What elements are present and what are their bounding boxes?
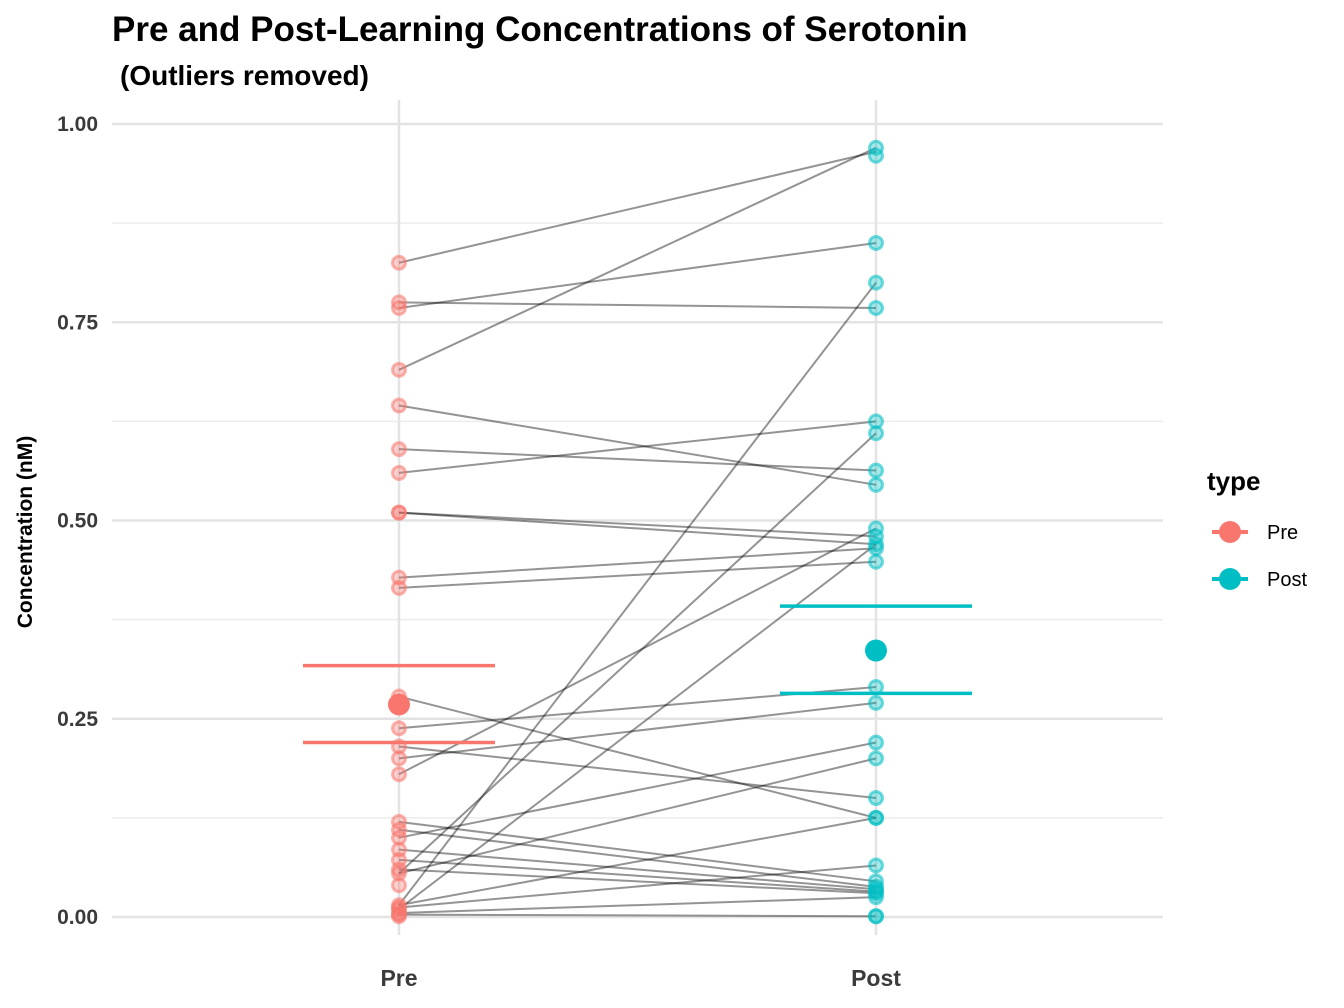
legend-label-post: Post xyxy=(1267,569,1307,591)
pair-line xyxy=(398,404,877,486)
pair-line xyxy=(398,543,877,910)
data-point-pre xyxy=(391,441,407,458)
pair-line xyxy=(398,560,877,589)
legend-key-point-pre xyxy=(1219,521,1241,543)
pair-line xyxy=(398,146,877,371)
pair-line xyxy=(398,820,877,883)
grid-lines xyxy=(112,100,1163,935)
data-point-pre xyxy=(391,720,407,737)
pair-line xyxy=(398,448,877,472)
data-point-pre xyxy=(391,766,407,783)
paired-lines xyxy=(398,146,877,918)
pair-line xyxy=(398,868,877,895)
mean-point-pre xyxy=(388,693,410,716)
x-tick-label: Pre xyxy=(380,965,417,991)
data-point-post xyxy=(868,908,884,925)
y-tick-label: 0.50 xyxy=(57,510,98,533)
data-point-post xyxy=(868,147,884,164)
data-point-post xyxy=(868,889,884,906)
data-point-pre xyxy=(391,504,407,521)
summary-marks xyxy=(303,604,972,745)
data-point-pre xyxy=(391,877,407,894)
y-axis-ticks: 0.00 0.25 0.50 0.75 1.00 xyxy=(57,113,98,929)
x-tick-label: Post xyxy=(851,965,901,991)
pair-line xyxy=(398,745,877,800)
legend-key-point-post xyxy=(1219,568,1241,590)
legend-label-pre: Pre xyxy=(1267,522,1298,544)
pair-line xyxy=(398,527,877,776)
data-point-pre xyxy=(391,361,407,378)
pair-line xyxy=(398,432,877,875)
data-point-post xyxy=(868,553,884,570)
mean-point-post xyxy=(865,639,887,662)
data-point-post xyxy=(868,540,884,557)
data-point-post xyxy=(868,809,884,826)
chart-title: Pre and Post-Learning Concentrations of … xyxy=(112,10,968,49)
data-point-post xyxy=(868,790,884,807)
pair-line xyxy=(398,241,877,309)
x-axis-ticks: Pre Post xyxy=(380,965,901,991)
data-point-pre xyxy=(391,254,407,271)
data-point-pre xyxy=(391,750,407,767)
data-point-pre xyxy=(391,908,407,925)
pair-line xyxy=(398,896,877,915)
chart-subtitle: (Outliers removed) xyxy=(120,60,369,91)
data-point-post xyxy=(868,274,884,291)
pair-line xyxy=(398,741,877,839)
pair-line xyxy=(398,757,877,875)
data-point-post xyxy=(868,734,884,751)
pair-line xyxy=(398,150,877,264)
pair-line xyxy=(398,511,877,538)
data-point-post xyxy=(868,694,884,711)
data-point-pre xyxy=(391,299,407,316)
pair-line xyxy=(398,511,877,546)
pair-line xyxy=(398,858,877,893)
data-point-post xyxy=(868,476,884,493)
y-tick-label: 1.00 xyxy=(57,113,98,136)
y-tick-label: 0.00 xyxy=(57,906,98,929)
data-point-pre xyxy=(391,464,407,481)
pair-line xyxy=(398,301,877,309)
legend-title: type xyxy=(1207,466,1260,496)
y-tick-label: 0.75 xyxy=(57,311,98,334)
pair-line xyxy=(398,547,877,579)
data-point-post xyxy=(868,299,884,316)
data-point-post xyxy=(868,425,884,442)
data-points xyxy=(391,139,884,925)
data-point-post xyxy=(868,750,884,767)
pair-line xyxy=(398,701,877,760)
pair-line xyxy=(398,695,877,819)
pair-line xyxy=(398,828,877,888)
data-point-pre xyxy=(391,397,407,414)
legend: type Pre Post xyxy=(1207,466,1307,591)
pair-line xyxy=(398,848,877,891)
data-point-pre xyxy=(391,579,407,596)
data-point-post xyxy=(868,462,884,479)
pair-line xyxy=(398,864,877,909)
data-point-post xyxy=(868,234,884,251)
y-axis-label: Concentration (nM) xyxy=(14,436,37,628)
data-point-post xyxy=(868,857,884,874)
y-tick-label: 0.25 xyxy=(57,708,98,731)
pair-line xyxy=(398,816,877,907)
data-point-post xyxy=(868,679,884,696)
pair-line xyxy=(398,281,877,906)
pair-line xyxy=(398,913,877,918)
pair-line xyxy=(398,420,877,474)
